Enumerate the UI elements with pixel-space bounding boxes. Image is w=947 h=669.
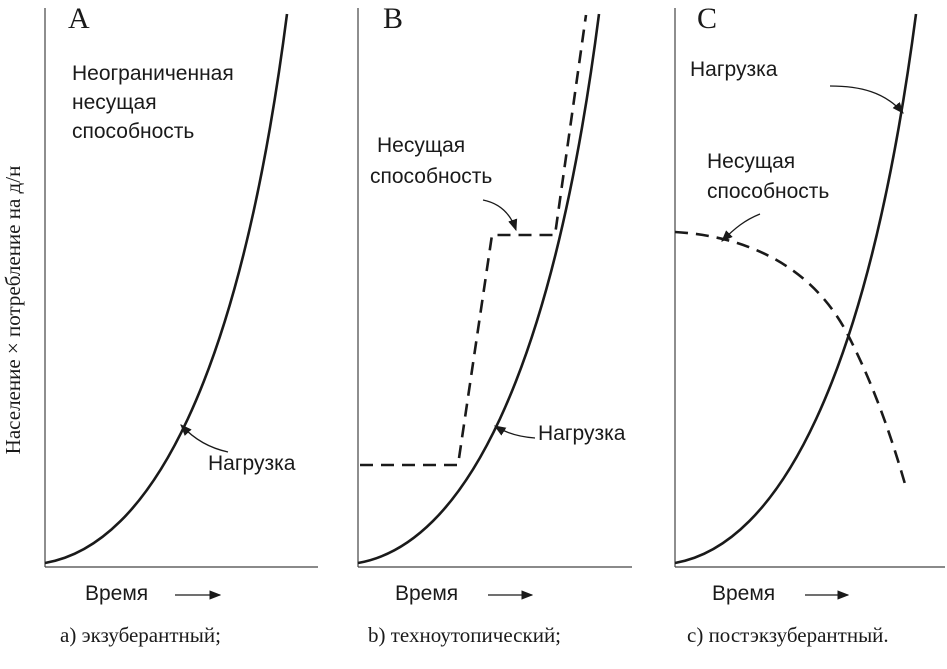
panel-a-unlimited-line-2: несущая [72,91,157,114]
panel-c-load-curve [674,13,918,565]
panel-a-caption: a) экзуберантный; [60,623,221,647]
panel-b-letter: B [383,2,403,35]
panel-c-letter: C [697,2,717,35]
panel-c-capacity-line-2: способность [707,180,829,203]
panel-c: C Нагрузка Несущая способность Время c) … [674,2,945,647]
panel-a-letter: A [68,2,90,35]
panel-c-x-label: Время [712,582,775,605]
panel-a-unlimited-line-3: способность [72,120,194,143]
panel-b-capacity-line-2: способность [370,165,492,188]
panel-b: B Несущая способность Нагрузка Время b) … [357,2,632,647]
panel-b-capacity-curve [360,14,588,467]
panel-b-capacity-line-1: Несущая [377,134,465,157]
panel-b-load-curve [357,13,601,565]
panel-c-load-pointer [829,85,904,114]
panel-b-load-pointer [494,425,536,439]
panel-b-x-label: Время [395,582,458,605]
panel-a: A Неограниченная несущая способность Наг… [44,2,318,647]
panel-c-load-label: Нагрузка [690,58,778,81]
panel-a-x-label: Время [85,582,148,605]
panel-a-load-label: Нагрузка [208,452,296,475]
panel-c-capacity-pointer [721,213,761,242]
panel-b-capacity-pointer [482,199,518,232]
panel-c-caption: c) постэкзуберантный. [687,623,889,647]
panel-b-caption: b) техноутопический; [368,623,561,647]
panel-a-unlimited-line-1: Неограниченная [72,62,234,85]
panel-b-load-label: Нагрузка [538,422,626,445]
panel-a-load-pointer [180,424,229,453]
panel-c-capacity-curve [674,230,907,485]
y-axis-label: Население × потребление на д/н [1,166,25,455]
panel-c-capacity-line-1: Несущая [707,150,795,173]
panel-a-load-curve [44,13,289,565]
